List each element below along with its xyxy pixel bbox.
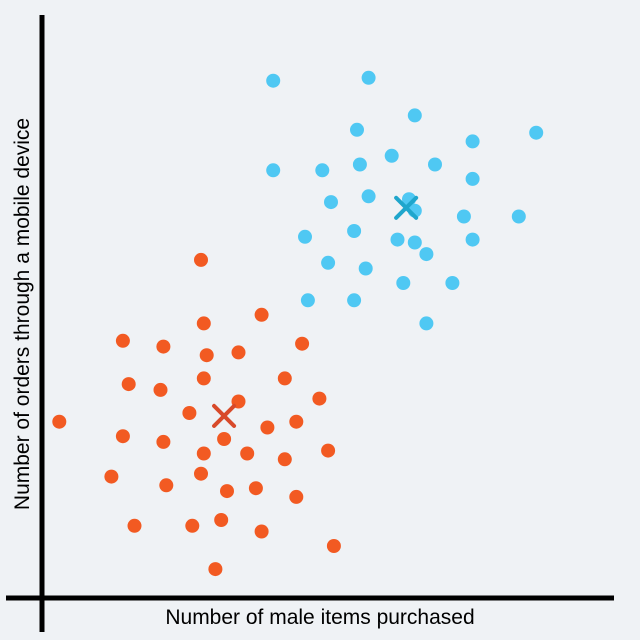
data-point <box>350 122 364 137</box>
data-point <box>254 524 269 539</box>
data-point <box>266 163 281 178</box>
data-point <box>347 224 362 238</box>
data-point <box>407 235 422 250</box>
x-axis-label: Number of male items purchased <box>165 606 474 629</box>
data-point <box>156 339 171 354</box>
data-point <box>52 414 67 429</box>
data-point <box>419 316 434 331</box>
data-point <box>248 481 263 496</box>
centroid-marker <box>394 195 419 220</box>
data-point <box>231 345 246 360</box>
data-point <box>115 429 130 444</box>
centroid-layer <box>212 195 419 428</box>
data-point <box>254 307 269 322</box>
data-point <box>445 276 460 290</box>
data-point <box>260 420 275 435</box>
data-point <box>277 452 292 467</box>
data-point <box>182 406 197 420</box>
data-point <box>121 377 136 392</box>
data-point <box>115 333 130 348</box>
data-point <box>321 443 336 458</box>
data-point <box>289 489 304 504</box>
points-layer <box>52 70 544 577</box>
data-point <box>185 518 200 533</box>
data-point <box>300 293 315 308</box>
data-point <box>159 478 174 493</box>
data-point <box>196 371 211 386</box>
data-point <box>347 293 362 308</box>
data-point <box>358 261 373 276</box>
data-point <box>384 148 399 163</box>
data-point <box>208 562 223 577</box>
data-point <box>240 446 255 461</box>
centroid-marker <box>212 403 237 428</box>
data-point <box>214 513 229 527</box>
data-point <box>465 134 480 149</box>
data-point <box>289 414 304 429</box>
y-axis-label: Number of orders through a mobile device <box>11 118 34 510</box>
data-point <box>104 469 119 484</box>
data-point <box>196 316 211 331</box>
data-point <box>456 209 471 224</box>
data-point <box>312 391 327 406</box>
data-point <box>199 348 214 363</box>
data-point <box>428 157 442 172</box>
data-point <box>419 247 434 262</box>
data-point <box>326 539 341 553</box>
data-point <box>220 484 234 499</box>
data-point <box>465 171 480 186</box>
data-point <box>315 163 330 178</box>
data-point <box>194 252 208 267</box>
data-point <box>407 108 422 123</box>
data-point <box>396 276 411 290</box>
data-point <box>361 189 376 204</box>
data-point <box>324 195 338 210</box>
data-point <box>277 371 292 386</box>
data-point <box>156 434 171 449</box>
data-point <box>266 73 281 88</box>
data-point <box>361 70 376 85</box>
data-point <box>196 446 211 461</box>
centroid-stroke <box>394 195 419 220</box>
data-point <box>127 518 142 533</box>
data-point <box>153 382 168 397</box>
centroid-stroke <box>212 403 237 428</box>
data-point <box>529 125 544 140</box>
data-point <box>352 157 367 172</box>
data-point <box>511 209 526 224</box>
data-point <box>298 229 312 244</box>
data-point <box>465 232 480 247</box>
data-point <box>295 336 310 351</box>
data-point <box>390 232 405 247</box>
data-point <box>321 255 336 270</box>
data-point <box>217 432 232 446</box>
data-point <box>194 466 208 481</box>
